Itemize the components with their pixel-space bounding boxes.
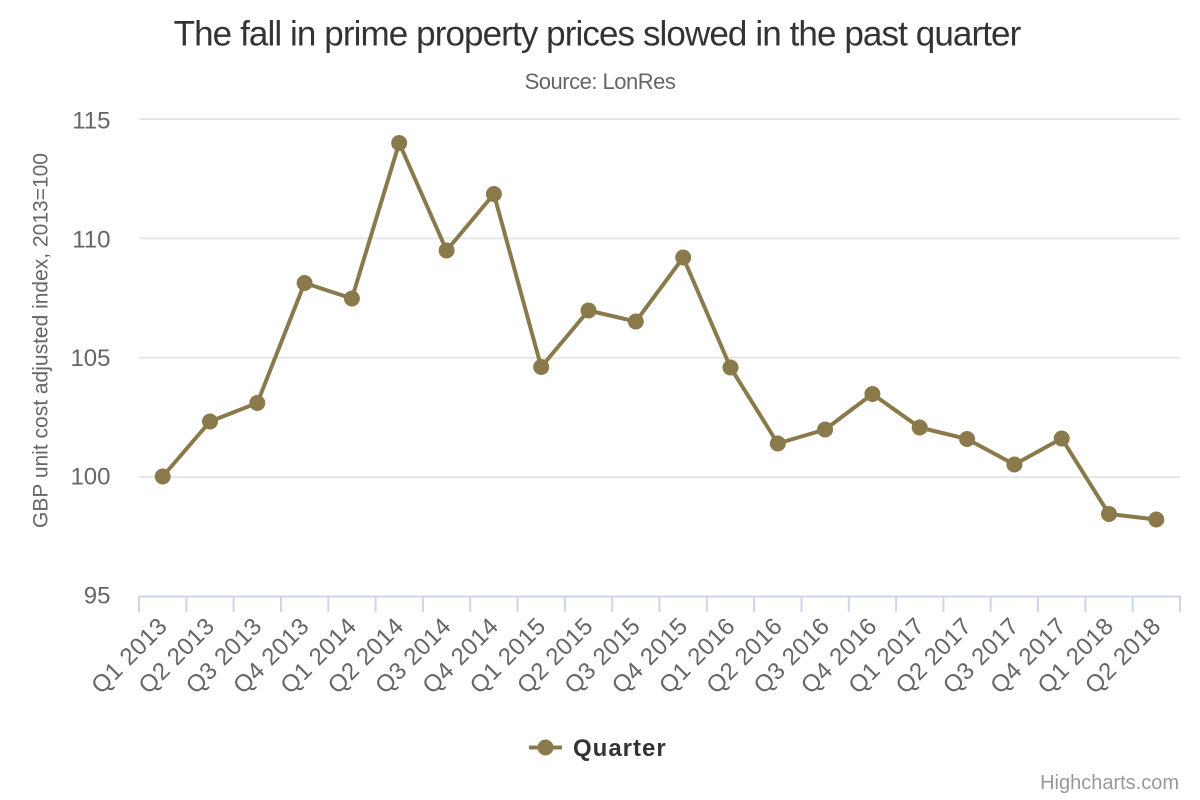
svg-text:105: 105 xyxy=(70,345,110,372)
svg-text:The fall in prime property pri: The fall in prime property prices slowed… xyxy=(174,15,1022,54)
svg-text:Quarter: Quarter xyxy=(573,735,667,762)
svg-text:95: 95 xyxy=(84,583,111,610)
svg-text:110: 110 xyxy=(72,226,110,253)
svg-text:Source: LonRes: Source: LonRes xyxy=(525,69,676,94)
svg-text:GBP unit cost adjusted index,: GBP unit cost adjusted index, 2013=100 xyxy=(30,153,53,528)
svg-text:115: 115 xyxy=(72,108,110,135)
svg-text:Highcharts.com: Highcharts.com xyxy=(1040,772,1179,794)
svg-text:100: 100 xyxy=(70,464,110,491)
